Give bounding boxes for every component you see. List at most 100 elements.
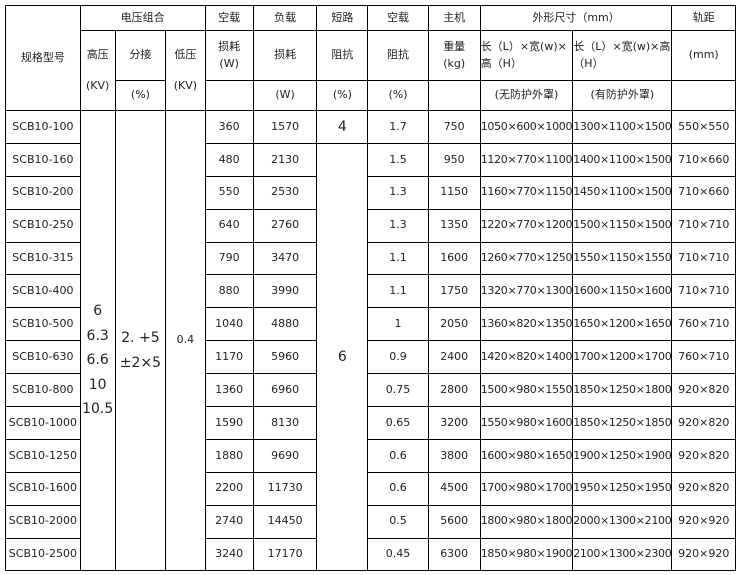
tap-value: ±2×5: [119, 354, 162, 371]
model-cell: SCB10-100: [5, 110, 81, 144]
nl-impedance-cell: 1.3: [367, 208, 429, 243]
dims-no-cover-cell: 1600×980×1650: [479, 438, 574, 473]
table-row: SCB10-1250 1880 9690 0.6 3800 1600×980×1650 19…: [5, 438, 736, 473]
dims-no-cover-cell: 1120×770×1100: [479, 142, 574, 177]
gauge-cell: 710×710: [671, 208, 736, 243]
noload-loss-cell: 360: [204, 110, 254, 144]
dims-with-cover-cell: 1900×1250×1900: [572, 438, 673, 473]
table-row: SCB10-1000 1590 8130 0.65 3200 1550×980×1600 1…: [5, 406, 736, 440]
nl-impedance-cell: 1.5: [367, 142, 429, 177]
hv-unit: (KV): [86, 78, 110, 92]
tap-value: 2. +5: [121, 330, 160, 347]
nl-impedance-cell: 1.1: [367, 241, 429, 276]
header-nl-imp-unit: (%): [367, 80, 429, 111]
noload-loss-cell: 1590: [204, 406, 254, 440]
gauge-cell: 920×820: [671, 471, 736, 506]
hv-value: 6: [93, 303, 103, 320]
load-loss-cell: 3990: [252, 274, 318, 309]
nl-impedance-cell: 0.6: [367, 471, 429, 506]
gauge-cell: 760×710: [671, 340, 736, 375]
dims-with-cover-cell: 1550×1150×1550: [572, 241, 673, 276]
noload-loss-cell: 1360: [204, 373, 254, 408]
model-cell: SCB10-1600: [5, 471, 81, 506]
noload-loss-cell: 1040: [204, 307, 254, 342]
noload-loss-cell: 2200: [204, 471, 254, 506]
header-dims-no-cover-note: (无防护外罩): [479, 80, 574, 111]
table-row: SCB10-250 640 2760 1.3 1350 1220×770×1200 1500…: [5, 208, 736, 243]
table-row: SCB10-160 480 2130 6 1.5 950 1120×770×1100 1400…: [5, 142, 736, 572]
weight-cell: 2800: [427, 373, 481, 408]
dims-no-cover-cell: 1160×770×1150: [479, 175, 574, 210]
dims-no-cover-cell: 1700×980×1700: [479, 471, 574, 506]
sc-impedance-merged-cell: 6: [316, 142, 369, 572]
dims-with-cover-cell: 1850×1250×1850: [572, 406, 673, 440]
gauge-cell: 760×710: [671, 307, 736, 342]
header-load-loss: 负载: [252, 5, 318, 31]
weight-cell: 6300: [427, 537, 481, 572]
load-loss-cell: 1570: [252, 110, 318, 144]
dims-no-cover-cell: 1850×980×1900: [479, 537, 574, 572]
dims-no-cover-cell: 1360×820×1350: [479, 307, 574, 342]
dims-with-cover-cell: 2100×1300×2300: [572, 537, 673, 572]
weight-cell: 1750: [427, 274, 481, 309]
dims-with-cover-cell: 1950×1250×1950: [572, 471, 673, 506]
model-cell: SCB10-2500: [5, 537, 81, 572]
weight-cell: 1150: [427, 175, 481, 210]
header-voltage-group: 电压组合: [79, 5, 206, 31]
model-cell: SCB10-500: [5, 307, 81, 342]
nl-impedance-cell: 0.9: [367, 340, 429, 375]
weight-cell: 3200: [427, 406, 481, 440]
dims-with-cover-cell: 1700×1200×1700: [572, 340, 673, 375]
load-loss-cell: 11730: [252, 471, 318, 506]
lv-label: 低压: [174, 48, 197, 61]
header-weight: 主机: [427, 5, 481, 31]
dims-with-cover-cell: 1500×1150×1500: [572, 208, 673, 243]
noload-loss-cell: 3240: [204, 537, 254, 572]
hv-value: 6.6: [86, 352, 109, 369]
gauge-cell: 920×820: [671, 373, 736, 408]
load-loss-cell: 8130: [252, 406, 318, 440]
header-nl-impedance-2: 阻抗: [367, 30, 429, 81]
lv-unit: (KV): [173, 78, 198, 92]
dims-no-cover-cell: 1220×770×1200: [479, 208, 574, 243]
noload-loss-cell: 790: [204, 241, 254, 276]
gauge-cell: 920×820: [671, 406, 736, 440]
weight-unit: (kg): [443, 56, 466, 70]
load-loss-cell: 2130: [252, 142, 318, 177]
nl-impedance-cell: 0.45: [367, 537, 429, 572]
gauge-cell: 710×710: [671, 241, 736, 276]
model-cell: SCB10-1000: [5, 406, 81, 440]
header-model: 规格型号: [5, 5, 81, 111]
header-nl-impedance: 空载: [367, 5, 429, 31]
header-sc-impedance-2: 阻抗: [316, 30, 369, 81]
header-empty: [427, 80, 481, 111]
header-sc-imp-unit: (%): [316, 80, 369, 111]
table-row: SCB10-100 6 6.3 6.6 10 10.5 2. +5 ±2×5 0.4 360 157…: [5, 109, 736, 572]
hv-value: 10.5: [82, 401, 114, 418]
table-row: SCB10-315 790 3470 1.1 1600 1260×770×1250 1550…: [5, 241, 736, 276]
weight-cell: 3800: [427, 438, 481, 473]
nl-impedance-cell: 1.1: [367, 274, 429, 309]
dims-with-cover-cell: 2000×1300×2100: [572, 504, 673, 539]
header-gauge-unit: (mm): [671, 30, 736, 81]
header-weight-2: 重量 (kg): [427, 30, 481, 81]
load-loss-cell: 3470: [252, 241, 318, 276]
header-sc-impedance: 短路: [316, 5, 369, 31]
weight-cell: 5600: [427, 504, 481, 539]
model-cell: SCB10-160: [5, 142, 81, 177]
model-cell: SCB10-200: [5, 175, 81, 210]
load-loss-cell: 17170: [252, 537, 318, 572]
dims-no-cover-cell: 1800×980×1800: [479, 504, 574, 539]
header-empty: [671, 80, 736, 111]
nl-impedance-cell: 0.75: [367, 373, 429, 408]
hv-merged-cell: 6 6.3 6.6 10 10.5: [79, 109, 116, 572]
noload-loss-cell: 640: [204, 208, 254, 243]
header-gauge: 轨距: [671, 5, 736, 31]
table-row: SCB10-1600 2200 11730 0.6 4500 1700×980×1700 1…: [5, 471, 736, 506]
hv-value: 10: [88, 376, 107, 393]
transformer-spec-table: 规格型号 电压组合 空载 负载 短路 空载 主机 外形尺寸（mm） 轨距 高压 (…: [5, 5, 736, 572]
table-row: SCB10-500 1040 4880 1 2050 1360×820×1350 1650×…: [5, 307, 736, 342]
load-loss-cell: 2530: [252, 175, 318, 210]
dims-with-cover-cell: 1300×1100×1500: [572, 110, 673, 144]
header-dims-with-cover: 长（L）×宽(w)×高（H）: [572, 30, 673, 81]
